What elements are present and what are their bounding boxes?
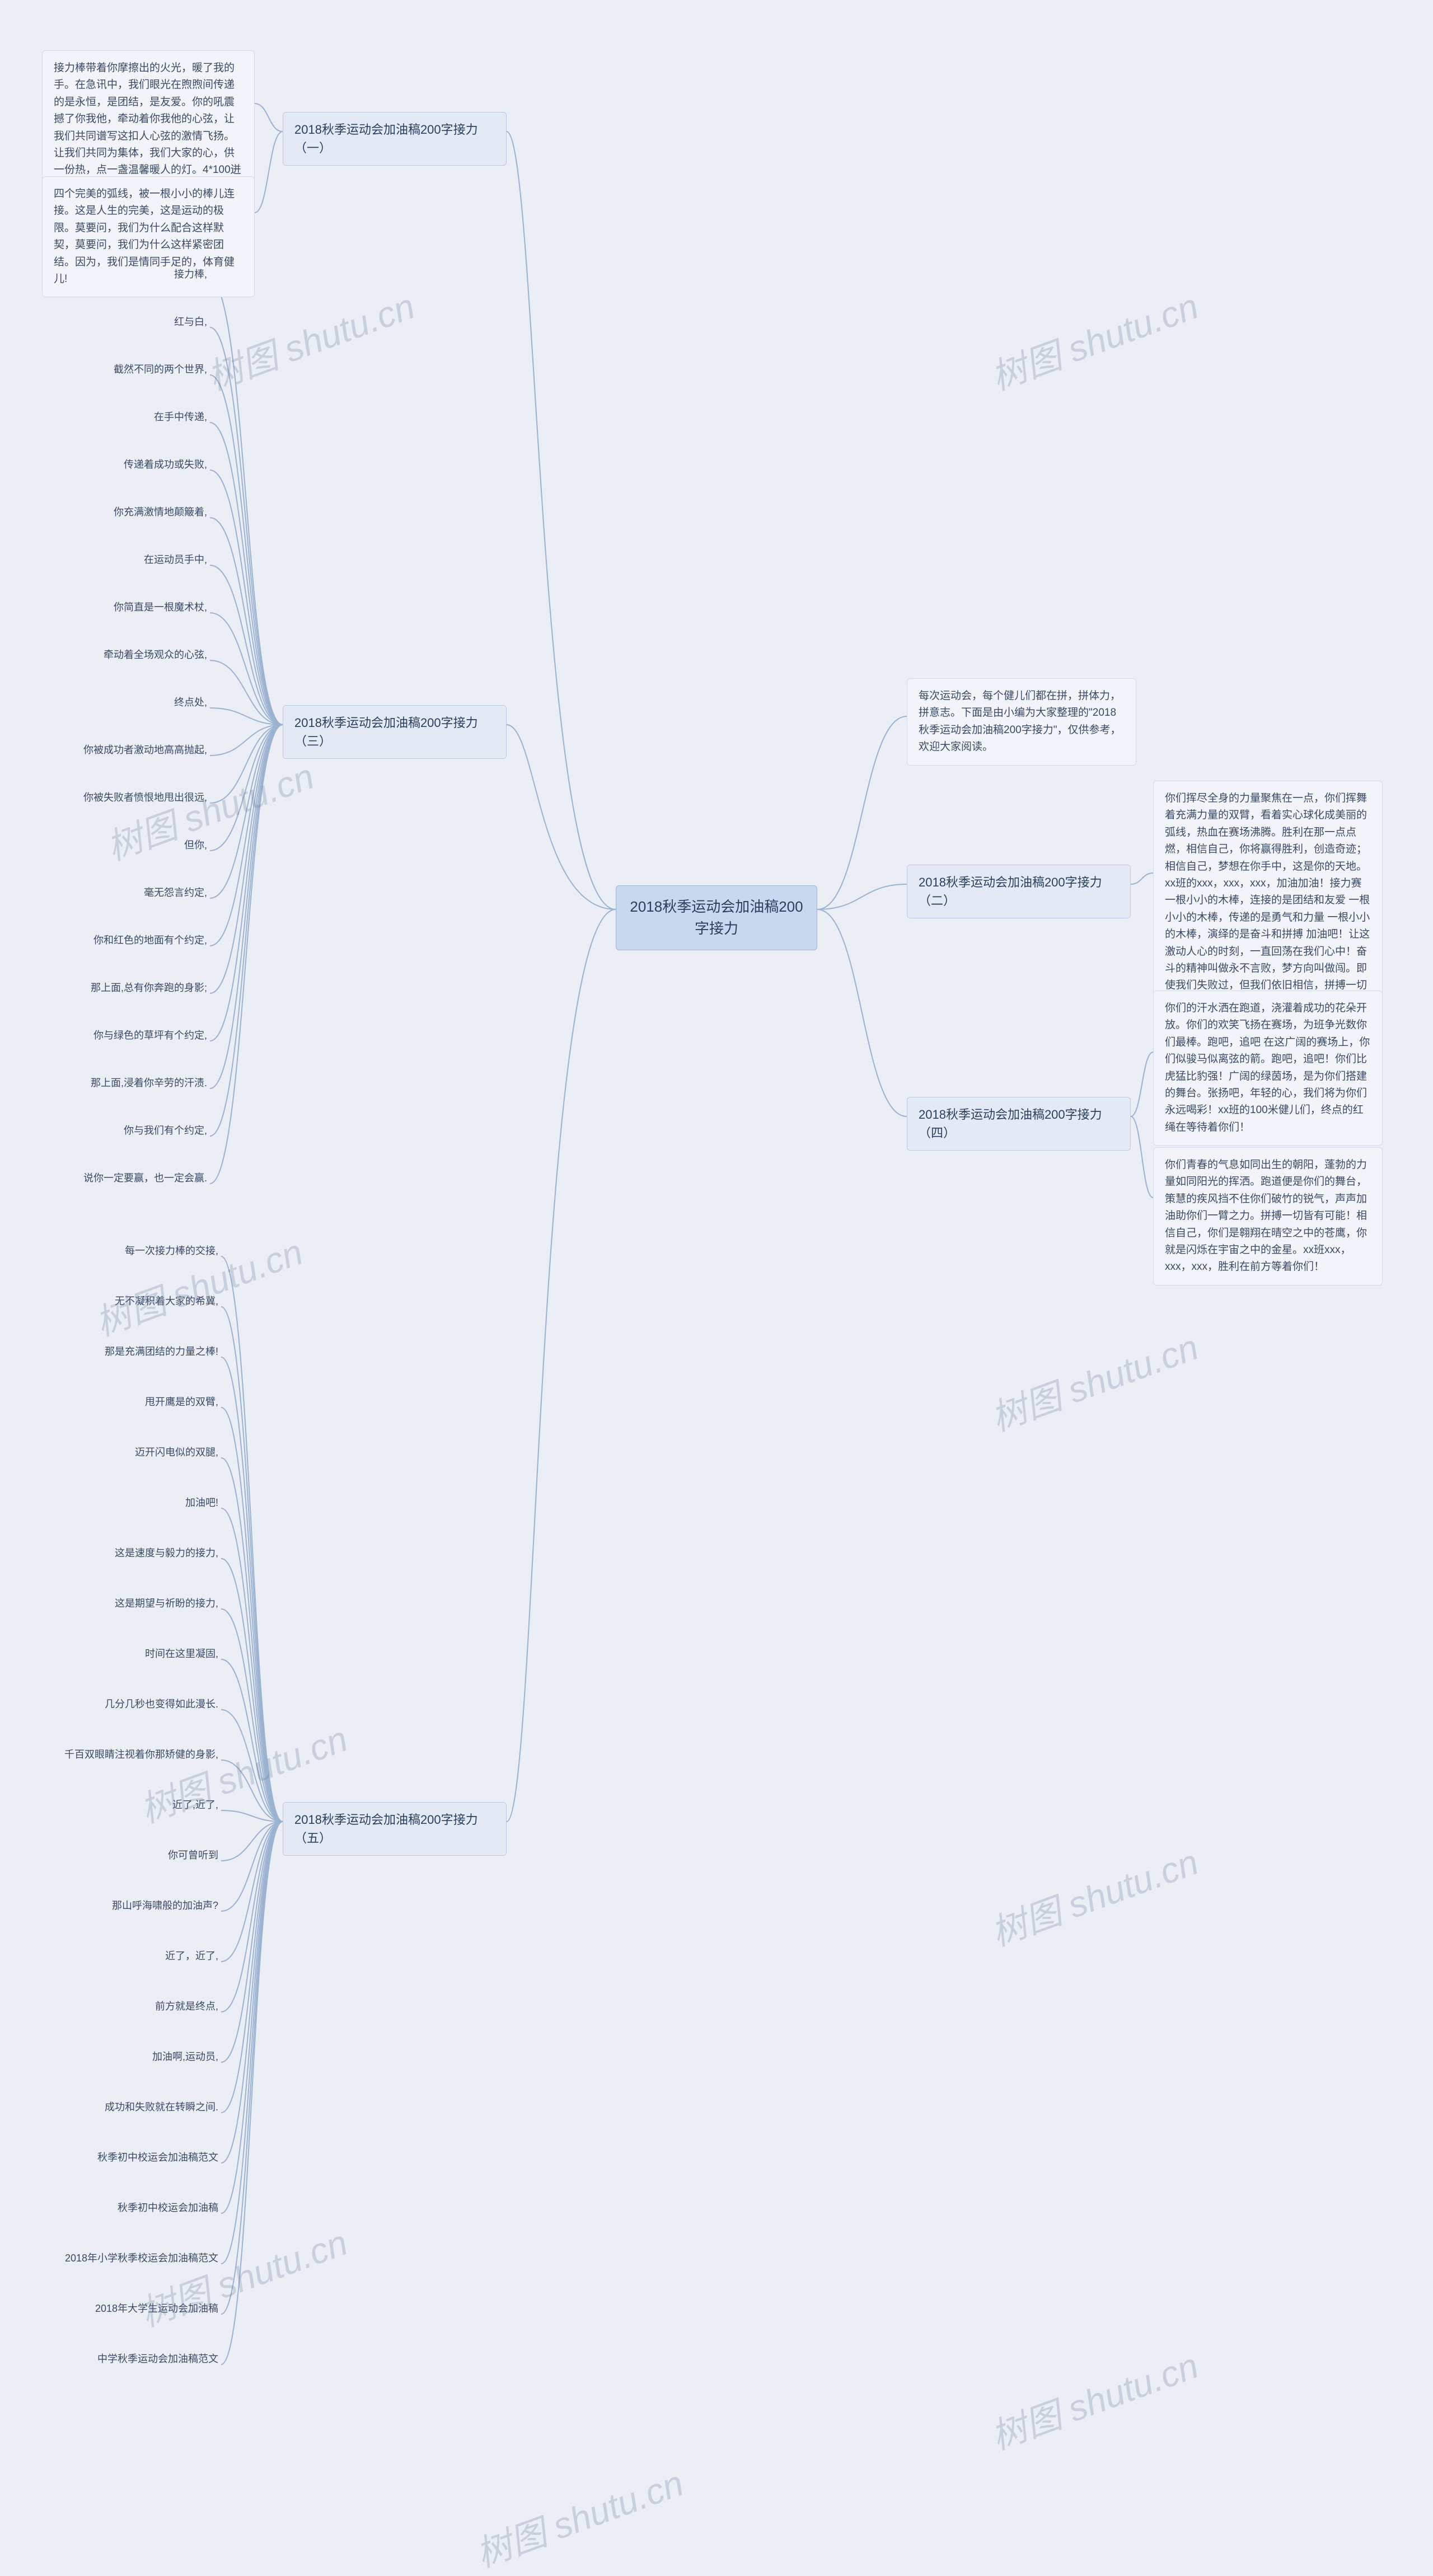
branch-2[interactable]: 2018秋季运动会加油稿200字接力（二） bbox=[907, 865, 1131, 918]
branch-5-leaf: 加油吧! bbox=[185, 1496, 218, 1510]
branch-3-leaf: 传递着成功或失败, bbox=[124, 458, 207, 472]
branch-3-leaf: 那上面,总有你奔跑的身影; bbox=[91, 981, 207, 995]
branch-1-label: 2018秋季运动会加油稿200字接力（一） bbox=[294, 123, 478, 155]
branch-3-leaf: 截然不同的两个世界, bbox=[114, 363, 207, 377]
branch-3-leaf: 你充满激情地颠簸着, bbox=[114, 505, 207, 519]
branch-5-leaf: 这是期望与祈盼的接力, bbox=[115, 1597, 218, 1611]
watermark: 树图 shutu.cn bbox=[468, 2455, 690, 2576]
branch-3-leaf: 你简直是一根魔术杖, bbox=[114, 600, 207, 614]
branch-3-leaf: 在手中传递, bbox=[154, 410, 207, 424]
branch-3-leaf: 你被成功者激动地高高抛起, bbox=[83, 743, 207, 757]
branch-3[interactable]: 2018秋季运动会加油稿200字接力（三） bbox=[283, 705, 507, 759]
branch-5[interactable]: 2018秋季运动会加油稿200字接力（五） bbox=[283, 1802, 507, 1856]
root-node[interactable]: 2018秋季运动会加油稿200字接力 bbox=[616, 885, 817, 950]
branch-5-leaf: 成功和失败就在转瞬之间. bbox=[105, 2100, 218, 2114]
watermark: 树图 shutu.cn bbox=[983, 1319, 1205, 1441]
mindmap-canvas: 2018秋季运动会加油稿200字接力 每次运动会，每个健儿们都在拼，拼体力，拼意… bbox=[0, 0, 1433, 2576]
branch-4-para-1-text: 你们的汗水洒在跑道，浇灌着成功的花朵开放。你们的欢笑飞扬在赛场，为班争光数你们最… bbox=[1165, 1002, 1370, 1133]
watermark: 树图 shutu.cn bbox=[983, 2337, 1205, 2460]
branch-3-leaf: 但你, bbox=[184, 838, 207, 852]
branch-3-leaf: 你和红色的地面有个约定, bbox=[93, 933, 207, 947]
watermark: 树图 shutu.cn bbox=[99, 748, 320, 870]
branch-2-label: 2018秋季运动会加油稿200字接力（二） bbox=[919, 875, 1102, 908]
branch-5-leaf: 近了，近了, bbox=[165, 1949, 218, 1963]
watermark: 树图 shutu.cn bbox=[983, 278, 1205, 400]
branch-3-leaf: 毫无怨言约定, bbox=[144, 886, 207, 900]
branch-4-label: 2018秋季运动会加油稿200字接力（四） bbox=[919, 1108, 1102, 1140]
intro-paragraph[interactable]: 每次运动会，每个健儿们都在拼，拼体力，拼意志。下面是由小编为大家整理的"2018… bbox=[907, 678, 1136, 766]
branch-3-leaf: 红与白, bbox=[174, 315, 207, 329]
branch-3-leaf: 牵动着全场观众的心弦, bbox=[104, 648, 207, 662]
branch-3-leaf: 说你一定要赢，也一定会赢. bbox=[83, 1171, 207, 1185]
branch-5-leaf: 2018年大学生运动会加油稿 bbox=[95, 2302, 218, 2316]
connectors-svg bbox=[0, 0, 1433, 2576]
branch-5-leaf: 这是速度与毅力的接力, bbox=[115, 1546, 218, 1560]
branch-3-leaf: 终点处, bbox=[174, 696, 207, 710]
branch-5-leaf: 前方就是终点, bbox=[155, 2000, 218, 2014]
branch-5-leaf: 2018年小学秋季校运会加油稿范文 bbox=[65, 2251, 218, 2265]
branch-4-para-2[interactable]: 你们青春的气息如同出生的朝阳，蓬勃的力量如同阳光的挥洒。跑道便是你们的舞台，策慧… bbox=[1153, 1147, 1383, 1285]
branch-4-para-2-text: 你们青春的气息如同出生的朝阳，蓬勃的力量如同阳光的挥洒。跑道便是你们的舞台，策慧… bbox=[1165, 1159, 1367, 1273]
root-label: 2018秋季运动会加油稿200字接力 bbox=[630, 898, 803, 937]
branch-5-leaf: 那山呼海啸般的加油声? bbox=[112, 1899, 218, 1913]
watermark: 树图 shutu.cn bbox=[983, 1833, 1205, 1956]
branch-3-leaf: 那上面,浸着你辛劳的汗渍. bbox=[91, 1076, 207, 1090]
branch-5-leaf: 千百双眼睛注视着你那矫健的身影, bbox=[64, 1748, 218, 1762]
branch-1-para-2[interactable]: 四个完美的弧线，被一根小小的棒儿连接。这是人生的完美，这是运动的极限。莫要问，我… bbox=[42, 176, 255, 297]
branch-3-leaf: 在运动员手中, bbox=[144, 553, 207, 567]
branch-1-para-2-text: 四个完美的弧线，被一根小小的棒儿连接。这是人生的完美，这是运动的极限。莫要问，我… bbox=[54, 188, 235, 285]
watermark: 树图 shutu.cn bbox=[132, 2214, 354, 2336]
branch-3-label: 2018秋季运动会加油稿200字接力（三） bbox=[294, 716, 478, 748]
branch-1[interactable]: 2018秋季运动会加油稿200字接力（一） bbox=[283, 112, 507, 166]
branch-5-leaf: 秋季初中校运会加油稿 bbox=[118, 2201, 218, 2215]
branch-5-leaf: 无不凝积着大家的希冀, bbox=[115, 1294, 218, 1308]
branch-5-leaf: 加油啊,运动员, bbox=[152, 2050, 218, 2064]
branch-5-leaf: 迈开闪电似的双腿, bbox=[135, 1446, 218, 1460]
branch-5-leaf: 每一次接力棒的交接, bbox=[125, 1244, 218, 1258]
branch-4[interactable]: 2018秋季运动会加油稿200字接力（四） bbox=[907, 1097, 1131, 1151]
branch-5-leaf: 近了,近了, bbox=[172, 1798, 218, 1812]
intro-text: 每次运动会，每个健儿们都在拼，拼体力，拼意志。下面是由小编为大家整理的"2018… bbox=[919, 690, 1121, 753]
watermark: 树图 shutu.cn bbox=[87, 1223, 309, 1346]
branch-5-leaf: 你可曾听到 bbox=[168, 1848, 218, 1862]
branch-3-leaf: 你与我们有个约定, bbox=[124, 1124, 207, 1138]
branch-5-leaf: 几分几秒也变得如此漫长. bbox=[105, 1697, 218, 1711]
branch-3-leaf: 你被失败者愤恨地甩出很远, bbox=[83, 791, 207, 805]
branch-4-para-1[interactable]: 你们的汗水洒在跑道，浇灌着成功的花朵开放。你们的欢笑飞扬在赛场，为班争光数你们最… bbox=[1153, 991, 1383, 1146]
branch-3-leaf: 接力棒, bbox=[174, 268, 207, 281]
branch-5-leaf: 秋季初中校运会加油稿范文 bbox=[97, 2151, 218, 2165]
branch-5-label: 2018秋季运动会加油稿200字接力（五） bbox=[294, 1813, 478, 1845]
branch-5-leaf: 甩开鹰是的双臂, bbox=[145, 1395, 218, 1409]
branch-3-leaf: 你与绿色的草坪有个约定, bbox=[93, 1029, 207, 1043]
branch-5-leaf: 中学秋季运动会加油稿范文 bbox=[97, 2352, 218, 2366]
branch-5-leaf: 那是充满团结的力量之棒! bbox=[105, 1345, 218, 1359]
branch-5-leaf: 时间在这里凝固, bbox=[145, 1647, 218, 1661]
